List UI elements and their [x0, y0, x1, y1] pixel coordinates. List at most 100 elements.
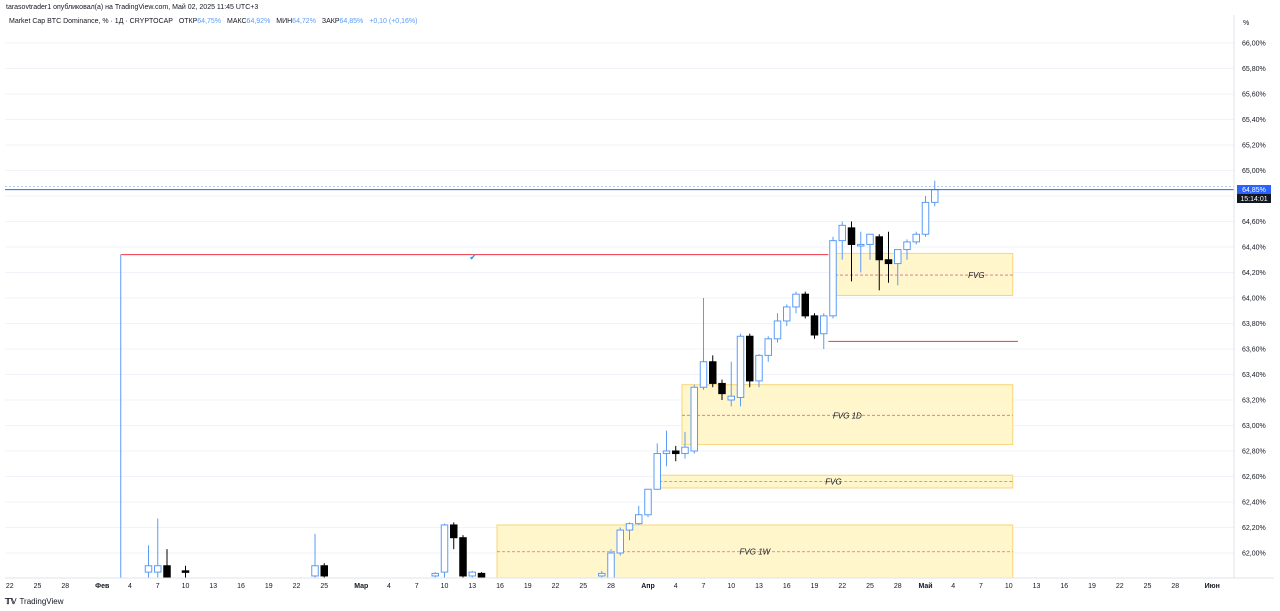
candle-up — [625, 523, 634, 531]
low-value: 64,72% — [292, 18, 316, 25]
candle-down — [801, 293, 809, 317]
price-tick-label: 63,20% — [1242, 398, 1266, 405]
candle-down — [709, 361, 717, 384]
candle-up — [616, 529, 624, 554]
price-axis[interactable]: % 62,00% 62,20% 62,40% 62,60% 62,80% 63,00% 63… — [1233, 15, 1266, 578]
price-axis-unit: % — [1243, 20, 1249, 27]
footer-brand: 𝕋𝕍 TradingView — [5, 597, 63, 606]
time-tick-label: 16 — [496, 583, 504, 590]
close-label: ЗАКР — [321, 18, 340, 25]
last-price-tag-bg — [1237, 185, 1271, 194]
time-tick-label: 7 — [979, 583, 983, 590]
time-tick-label: 7 — [156, 583, 160, 590]
time-tick-label: 25 — [866, 583, 874, 590]
candle-up — [431, 572, 439, 577]
bar-countdown: 15:14:01 — [1240, 196, 1267, 203]
fvg-zone — [829, 252, 1014, 296]
chart-legend: Market Cap BTC Dominance, % · 1Д · CRYPT… — [9, 18, 418, 25]
candle-up — [838, 224, 846, 242]
time-tick-label: 16 — [783, 583, 791, 590]
fvg-label: FVG — [968, 271, 984, 280]
time-tick-label: 4 — [674, 583, 678, 590]
level-lines[interactable] — [120, 254, 1018, 578]
candle-down — [810, 315, 819, 336]
last-price-line — [5, 186, 1234, 191]
price-tick-label: 65,80% — [1242, 66, 1266, 73]
price-tick-label: 62,80% — [1242, 449, 1266, 456]
candle-down — [672, 450, 680, 455]
time-tick-label: 25 — [1144, 583, 1152, 590]
candle-up — [773, 320, 782, 340]
fvg-label: FVG 1W — [740, 548, 772, 557]
open-value: 64,75% — [197, 18, 222, 25]
time-tick-label: 7 — [415, 583, 419, 590]
candle-down — [746, 335, 754, 382]
candle-up — [653, 453, 661, 490]
candle-up — [912, 233, 920, 243]
price-tick-label: 64,00% — [1242, 296, 1266, 303]
change-value: +0,10 (+0,16%) — [369, 18, 418, 25]
price-tick-label: 64,40% — [1242, 245, 1266, 252]
grid-lines — [5, 42, 1234, 554]
candle-up — [154, 565, 162, 573]
candle-up — [727, 395, 735, 401]
candlestick-series — [144, 180, 939, 579]
time-tick-label: 25 — [320, 583, 328, 590]
price-tick-label: 62,00% — [1242, 551, 1266, 558]
time-tick-label: 13 — [468, 583, 476, 590]
fvg-zones[interactable]: FVG FVG 1D FVG FVG 1W — [496, 252, 1014, 579]
time-tick-label: 13 — [1033, 583, 1041, 590]
candle-up — [468, 571, 476, 577]
candle-up — [829, 240, 837, 317]
candle-down — [875, 236, 883, 261]
price-tick-label: 63,00% — [1242, 423, 1266, 430]
time-tick-label: 16 — [237, 583, 245, 590]
time-tick-label: Май — [918, 582, 932, 590]
checkmark-icon[interactable]: ✔ — [469, 253, 477, 263]
time-tick-label: 19 — [524, 583, 532, 590]
symbol-title[interactable]: Market Cap BTC Dominance, % · 1Д · CRYPT… — [9, 18, 173, 25]
time-tick-label: Апр — [641, 583, 655, 590]
candle-up — [921, 201, 930, 235]
candle-up — [866, 233, 874, 245]
candle-up — [690, 386, 698, 452]
candle-up — [598, 572, 606, 577]
time-tick-label: Фев — [95, 583, 110, 590]
time-axis[interactable]: 22 25 28 Фев 4 7 10 13 16 19 22 25 Мар 4 7 10 13 16 19 22 25… — [5, 577, 1274, 590]
tradingview-logo-icon: 𝕋𝕍 — [5, 597, 17, 606]
time-tick-label: 22 — [293, 583, 301, 590]
time-tick-label: 28 — [61, 583, 69, 590]
low-label: МИН — [276, 18, 293, 25]
fvg-label: FVG 1D — [833, 411, 862, 420]
high-label: МАКС — [226, 18, 247, 25]
time-tick-label: 4 — [128, 583, 132, 590]
time-tick-label: 22 — [1116, 583, 1124, 590]
candle-up — [792, 293, 800, 308]
price-tick-label: 64,60% — [1242, 219, 1266, 226]
price-tick-label: 63,60% — [1242, 347, 1266, 354]
candle-up — [755, 354, 763, 382]
price-tick-label: 65,60% — [1242, 92, 1266, 99]
price-tick-label: 62,40% — [1242, 500, 1266, 507]
time-tick-label: 19 — [1088, 583, 1096, 590]
time-tick-label: 25 — [579, 583, 587, 590]
candle-up — [820, 315, 828, 335]
time-tick-label: 10 — [727, 583, 735, 590]
candle-down — [718, 382, 726, 395]
open-label: ОТКР — [178, 18, 198, 25]
time-tick-label: 4 — [951, 583, 955, 590]
time-tick-label: 16 — [1060, 583, 1068, 590]
last-price-value: 64,85% — [1242, 187, 1266, 194]
candle-up — [440, 524, 449, 573]
candle-up — [607, 552, 615, 579]
time-tick-label: 25 — [34, 583, 42, 590]
candle-up — [681, 446, 689, 455]
candle-down — [477, 572, 486, 578]
candle-up — [662, 450, 671, 455]
candle-up — [644, 488, 652, 516]
candle-up — [931, 189, 939, 203]
candle-up — [635, 514, 643, 525]
price-tick-label: 63,40% — [1242, 372, 1266, 379]
time-tick-label: 28 — [894, 583, 902, 590]
